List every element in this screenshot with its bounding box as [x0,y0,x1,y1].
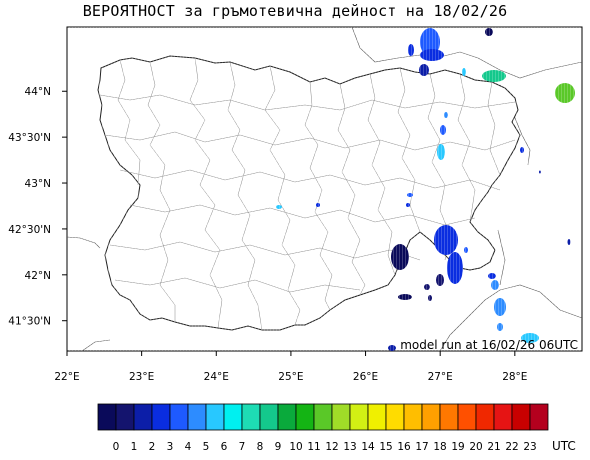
colorbar-label: 23 [523,441,536,453]
x-tick-label: 27°E [428,371,453,383]
y-tick-label: 42°30'N [8,224,51,236]
colorbar [97,403,549,431]
colorbar-label: 12 [325,441,338,453]
colorbar-swatch [223,403,243,431]
colorbar-label: 0 [113,441,120,453]
x-tick-label: 22°E [54,371,79,383]
colorbar-swatch [259,403,279,431]
y-tick-label: 43°30'N [8,132,51,144]
colorbar-swatch [241,403,261,431]
colorbar-label: 5 [203,441,210,453]
colorbar-label: 17 [415,441,428,453]
x-tick-label: 26°E [353,371,378,383]
colorbar-label: 8 [257,441,264,453]
x-tick-label: 28°E [502,371,527,383]
colorbar-label: 3 [167,441,174,453]
colorbar-label: 13 [343,441,356,453]
colorbar-label: 9 [275,441,282,453]
colorbar-label: 10 [289,441,302,453]
longitude-axis: 22°E 23°E 24°E 25°E 26°E 27°E 28°E [54,351,527,383]
colorbar-swatch [115,403,135,431]
colorbar-label: 4 [185,441,192,453]
colorbar-swatch [367,403,387,431]
colorbar-swatch [313,403,333,431]
colorbar-swatch [385,403,405,431]
x-tick-label: 24°E [204,371,229,383]
probability-patches [67,27,582,351]
colorbar-label: 22 [505,441,518,453]
colorbar-swatch [529,403,549,431]
colorbar-swatch [457,403,477,431]
y-tick-label: 44°N [25,86,51,98]
x-tick-label: 25°E [278,371,303,383]
y-tick-label: 43°N [25,178,51,190]
colorbar-swatch [277,403,297,431]
colorbar-label: 1 [131,441,138,453]
latitude-axis: 44°N 43°30'N 43°N 42°30'N 42°N 41°30'N [8,86,67,328]
colorbar-label: 21 [487,441,500,453]
colorbar-swatch [133,403,153,431]
colorbar-swatch [403,403,423,431]
colorbar-swatch [169,403,189,431]
colorbar-unit: UTC [552,439,576,453]
colorbar-label: 15 [379,441,392,453]
colorbar-swatch [295,403,315,431]
y-tick-label: 42°N [25,270,51,282]
colorbar-swatch [439,403,459,431]
colorbar-swatch [151,403,171,431]
colorbar-label: 16 [397,441,411,453]
map-title: ВЕРОЯТНОСТ за гръмотевична дейност на 18… [82,2,508,20]
colorbar-label: 19 [451,441,464,453]
colorbar-label: 18 [433,441,446,453]
colorbar-label: 6 [221,441,228,453]
colorbar-swatch [511,403,531,431]
colorbar-label: 20 [469,441,482,453]
colorbar-swatch [493,403,513,431]
colorbar-swatch [331,403,351,431]
colorbar-swatch [475,403,495,431]
x-tick-label: 23°E [129,371,154,383]
colorbar-label: 7 [239,441,246,453]
model-run-label: model run at 16/02/26 06UTC [400,338,578,352]
colorbar-swatch [349,403,369,431]
colorbar-label: 2 [149,441,156,453]
colorbar-labels: 0 1 2 3 4 5 6 7 8 9 10 11 12 13 14 15 16 17 18 19 20 21 22 23 [113,441,537,453]
colorbar-swatch [205,403,225,431]
colorbar-swatch [97,403,117,431]
colorbar-label: 14 [361,441,375,453]
colorbar-swatch [421,403,441,431]
colorbar-swatch [187,403,207,431]
y-tick-label: 41°30'N [8,316,51,328]
colorbar-label: 11 [307,441,320,453]
